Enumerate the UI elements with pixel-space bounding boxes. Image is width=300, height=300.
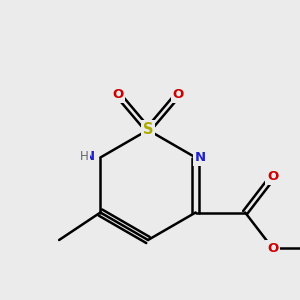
Text: N: N <box>84 150 95 163</box>
Text: N: N <box>195 151 206 164</box>
Text: S: S <box>143 122 153 137</box>
Text: O: O <box>267 170 278 183</box>
Text: O: O <box>172 88 184 101</box>
Text: O: O <box>267 242 278 255</box>
Text: H: H <box>80 150 89 163</box>
Text: O: O <box>112 88 123 101</box>
